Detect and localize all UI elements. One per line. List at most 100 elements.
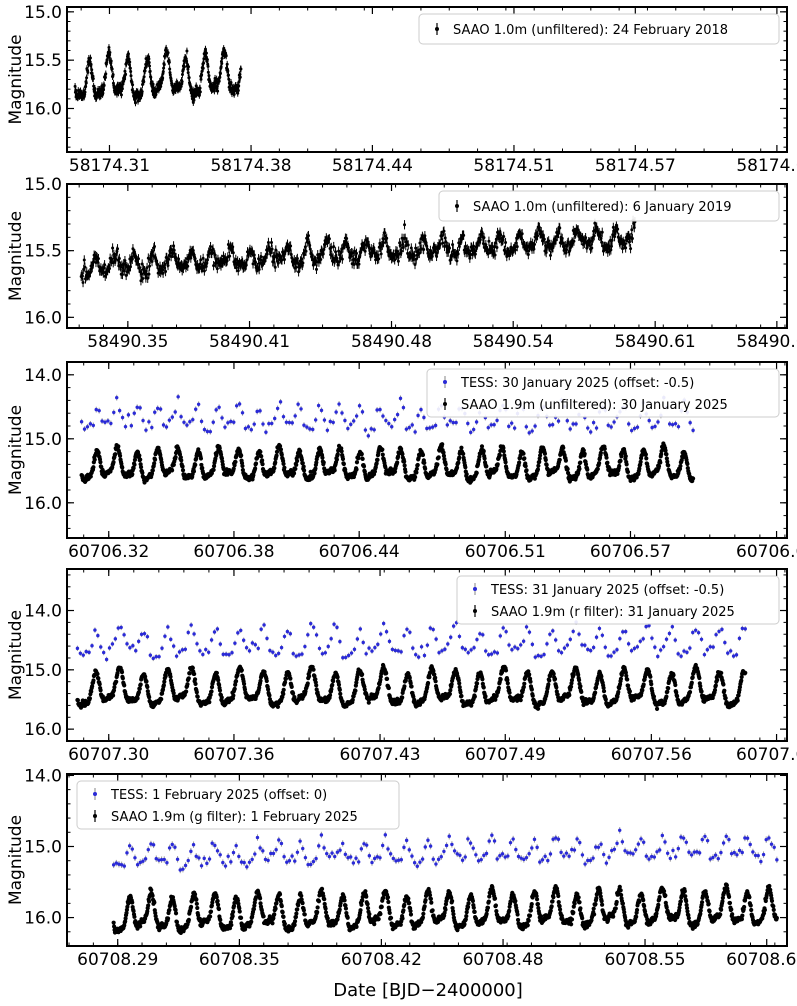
data-point	[414, 470, 419, 475]
data-point	[504, 241, 508, 245]
data-point	[450, 254, 454, 258]
data-point	[471, 427, 476, 432]
data-point	[179, 415, 183, 419]
data-point	[144, 428, 148, 432]
data-point	[270, 247, 274, 251]
legend: SAAO 1.0m (unfiltered): 24 February 2018	[418, 13, 780, 45]
data-point	[94, 407, 98, 412]
data-point	[335, 452, 340, 457]
data-point	[401, 405, 406, 410]
x-tick-label: 58490.67	[736, 332, 797, 352]
data-point	[233, 459, 238, 465]
data-point	[410, 423, 414, 427]
data-point	[300, 461, 305, 466]
data-point	[208, 79, 212, 83]
data-point	[173, 455, 178, 460]
data-point	[630, 236, 634, 240]
x-tick-label: 60706.44	[319, 542, 400, 562]
data-point	[136, 257, 140, 261]
data-point	[493, 253, 497, 257]
data-point	[109, 421, 113, 426]
data-point	[487, 239, 491, 243]
data-point	[234, 452, 239, 458]
data-point	[690, 476, 696, 481]
data-point	[624, 462, 629, 467]
legend-box	[438, 190, 780, 222]
data-point	[521, 451, 526, 456]
data-point	[231, 466, 236, 471]
data-point	[91, 465, 96, 470]
legend-marker	[435, 27, 439, 31]
data-point	[637, 466, 642, 471]
data-point	[189, 256, 193, 260]
data-point	[211, 467, 216, 473]
data-point	[284, 420, 289, 425]
data-point	[337, 402, 341, 406]
data-point	[547, 239, 551, 243]
data-point	[122, 269, 126, 273]
data-point	[667, 422, 672, 426]
panel-1-data	[73, 44, 243, 107]
data-point	[182, 65, 186, 69]
data-point	[225, 62, 229, 66]
legend-entry: SAAO 1.0m (unfiltered): 24 February 2018	[453, 23, 728, 38]
data-point	[312, 471, 317, 476]
data-point	[647, 418, 651, 423]
data-point	[169, 468, 175, 473]
data-point	[319, 408, 324, 413]
data-point	[293, 414, 297, 418]
data-point	[536, 234, 540, 238]
data-point	[454, 465, 460, 470]
data-point	[537, 456, 542, 461]
data-point	[164, 425, 169, 429]
x-tick-label: 58174.64	[736, 156, 797, 176]
data-point	[520, 232, 524, 236]
data-point	[176, 395, 180, 399]
y-axis-label: Magnitude	[6, 34, 26, 124]
data-point	[618, 458, 623, 463]
data-point	[185, 423, 189, 427]
data-point	[148, 64, 152, 68]
data-point	[280, 258, 284, 262]
data-point	[451, 420, 455, 425]
data-point	[623, 454, 628, 459]
data-point	[294, 265, 298, 269]
data-point	[445, 423, 450, 427]
data-point	[592, 234, 596, 238]
data-point	[139, 279, 143, 283]
data-point	[82, 427, 87, 431]
data-point	[273, 460, 278, 465]
data-point	[167, 60, 171, 64]
data-point	[492, 423, 496, 427]
data-point	[166, 264, 170, 268]
data-point	[229, 419, 233, 424]
data-point	[109, 59, 113, 63]
data-point	[372, 428, 376, 432]
data-point	[115, 395, 119, 400]
data-point	[557, 457, 562, 462]
data-point	[352, 263, 356, 267]
data-point	[152, 461, 157, 466]
data-point	[91, 77, 95, 81]
data-point	[398, 244, 402, 248]
data-point	[306, 234, 310, 238]
data-point	[354, 460, 360, 465]
data-point	[574, 422, 578, 426]
y-tick-label: 15.0	[24, 430, 62, 450]
data-point	[530, 429, 534, 433]
data-point	[532, 476, 537, 481]
data-point	[495, 462, 500, 467]
y-tick-label: 15.5	[24, 51, 62, 71]
data-point	[314, 460, 319, 465]
data-point	[81, 281, 85, 285]
data-point	[273, 265, 277, 269]
data-point	[678, 463, 683, 469]
data-point	[515, 245, 519, 249]
panel-3-data	[79, 393, 696, 485]
data-point	[278, 400, 283, 404]
data-point	[259, 255, 263, 259]
data-point	[229, 80, 233, 84]
data-point	[577, 466, 582, 471]
data-point	[106, 419, 110, 423]
data-point	[202, 427, 207, 432]
